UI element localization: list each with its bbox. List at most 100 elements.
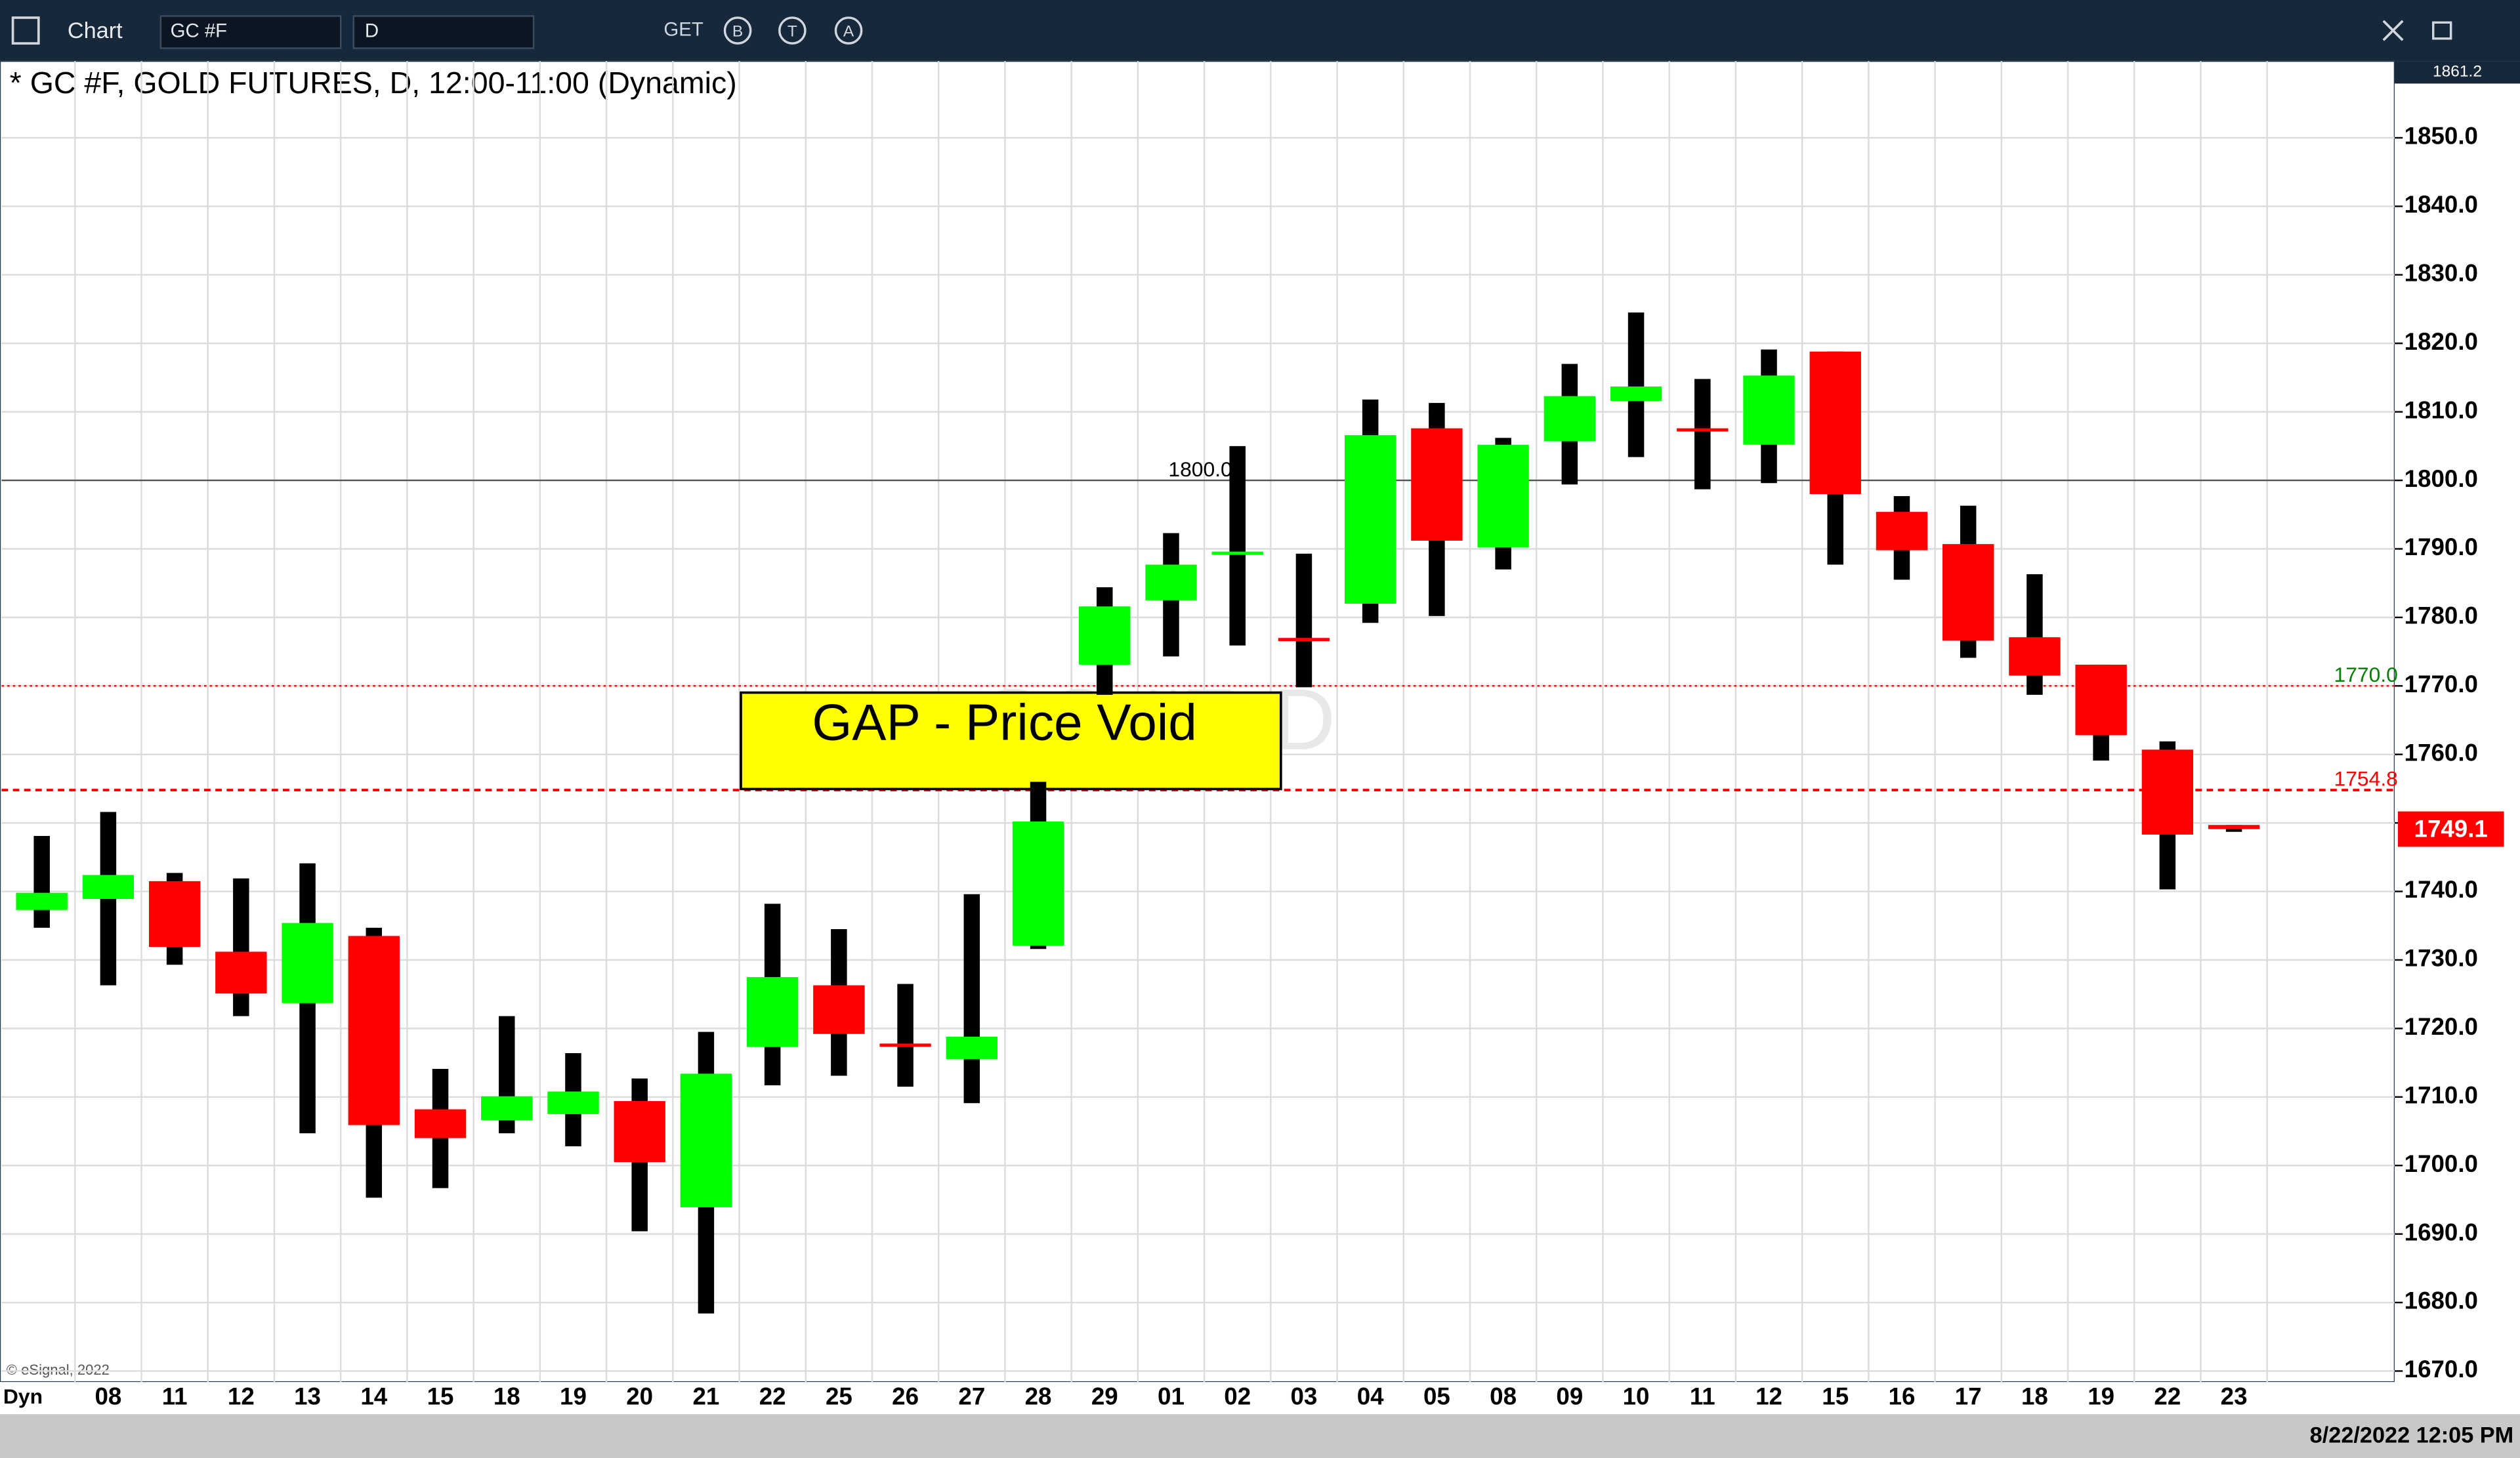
x-tick-label: 15 — [1822, 1383, 1849, 1409]
candle-body — [2009, 637, 2061, 676]
date-axis — [0, 1382, 2520, 1415]
icon-a-text: A — [843, 22, 854, 40]
wick — [1628, 312, 1645, 457]
candle-body — [1145, 564, 1197, 600]
y-tick-label: 1710.0 — [2404, 1082, 2478, 1109]
candle-body — [813, 985, 865, 1034]
annotation-box — [740, 691, 1282, 791]
symbol: GC #F — [171, 20, 228, 42]
x-tick-label: 03 — [1291, 1383, 1318, 1409]
candle-body — [82, 875, 135, 900]
x-tick-label: 02 — [1224, 1383, 1251, 1409]
restore-button[interactable] — [2432, 21, 2452, 40]
candle-body — [1942, 544, 1994, 641]
y-tick-label: 1690.0 — [2404, 1218, 2478, 1245]
candle-body — [547, 1091, 599, 1114]
candle-body — [614, 1101, 665, 1162]
icon-t[interactable] — [778, 16, 807, 45]
y-tick-label: 1850.0 — [2404, 123, 2478, 150]
y-tick-label: 1800.0 — [2404, 465, 2478, 492]
candle-body — [1809, 351, 1861, 494]
x-tick-label: 04 — [1357, 1383, 1384, 1409]
x-tick-label: 23 — [2221, 1383, 2248, 1409]
candle-body — [414, 1109, 467, 1138]
candle-body — [1677, 428, 1729, 432]
candle-body — [1211, 551, 1263, 555]
candle-body — [1012, 822, 1064, 946]
close-button[interactable] — [2382, 20, 2404, 41]
x-tick-label: 21 — [692, 1383, 719, 1409]
x-tick-label: 19 — [2088, 1383, 2114, 1409]
x-tick-label: 14 — [360, 1383, 387, 1409]
candle-body — [1344, 435, 1396, 604]
status-bar — [0, 1414, 2520, 1458]
annotation-text: GAP - Price Void — [812, 694, 1197, 751]
y-tick-label: 1740.0 — [2404, 876, 2478, 903]
get-button[interactable]: GET — [663, 18, 703, 40]
wick — [1229, 446, 1246, 646]
candle-body — [1477, 444, 1529, 548]
x-tick-label: 17 — [1955, 1383, 1982, 1409]
candle-body — [1411, 428, 1463, 541]
candle-body — [2075, 664, 2127, 736]
candle-body — [2141, 749, 2194, 835]
x-tick-label: 28 — [1025, 1383, 1052, 1409]
level-label: 1800.0 — [1168, 457, 1232, 481]
icon-b[interactable] — [723, 16, 752, 45]
y-tick-label: 1830.0 — [2404, 260, 2478, 287]
mode[interactable]: Dyn — [3, 1385, 43, 1408]
candle-body — [1278, 638, 1330, 642]
x-tick-label: 20 — [626, 1383, 653, 1409]
x-tick-label: 25 — [826, 1383, 852, 1409]
x-tick-label: 22 — [759, 1383, 786, 1409]
y-tick-label: 1680.0 — [2404, 1287, 2478, 1314]
toolbar-title: Chart — [68, 18, 123, 43]
x-tick-label: 29 — [1091, 1383, 1118, 1409]
icon-a[interactable] — [834, 16, 863, 45]
x-tick-label: 16 — [1889, 1383, 1916, 1409]
y-tick-label: 1770.0 — [2404, 671, 2478, 698]
axis-max: 1861.2 — [2433, 63, 2482, 81]
candle-body — [282, 923, 333, 1003]
wick — [963, 894, 980, 1104]
x-tick-label: 18 — [494, 1383, 520, 1409]
last-price-tag — [2397, 811, 2504, 847]
x-tick-label: 08 — [1490, 1383, 1517, 1409]
chart-title: * GC #F, GOLD FUTURES, D, 12:00-11:00 (D… — [10, 66, 737, 100]
candle-body — [481, 1096, 533, 1121]
x-tick-label: 26 — [892, 1383, 919, 1409]
y-tick-label: 1760.0 — [2404, 739, 2478, 766]
candle-body — [215, 951, 267, 994]
y-tick-label: 1780.0 — [2404, 602, 2478, 629]
y-tick-label: 1810.0 — [2404, 396, 2478, 423]
axis-top — [2394, 61, 2520, 84]
x-tick-label: 10 — [1623, 1383, 1650, 1409]
x-tick-label: 01 — [1158, 1383, 1185, 1409]
candle-body — [1610, 386, 1662, 401]
x-tick-label: 18 — [2021, 1383, 2048, 1409]
x-tick-label: 09 — [1556, 1383, 1583, 1409]
candle-body — [879, 1043, 931, 1047]
wick — [33, 835, 50, 928]
wick — [1295, 553, 1312, 688]
wick — [233, 878, 249, 1016]
candle-body — [1544, 396, 1596, 442]
symbol-box[interactable] — [159, 15, 342, 49]
y-tick-label: 1720.0 — [2404, 1013, 2478, 1040]
y-tick-label: 1840.0 — [2404, 191, 2478, 218]
icon-b-text: B — [732, 22, 743, 40]
chart-icon[interactable] — [11, 16, 40, 45]
x-tick-label: 22 — [2154, 1383, 2181, 1409]
interval-box[interactable] — [352, 15, 535, 49]
y-tick-label: 1670.0 — [2404, 1356, 2478, 1383]
candle-body — [746, 977, 799, 1047]
candle-body — [946, 1036, 998, 1060]
candle-body — [1743, 375, 1795, 445]
level-label: 1770.0 — [2334, 663, 2398, 686]
level-label: 1754.8 — [2334, 767, 2398, 791]
candle-body — [16, 892, 68, 910]
x-tick-label: 15 — [427, 1383, 454, 1409]
x-tick-label: 19 — [560, 1383, 587, 1409]
